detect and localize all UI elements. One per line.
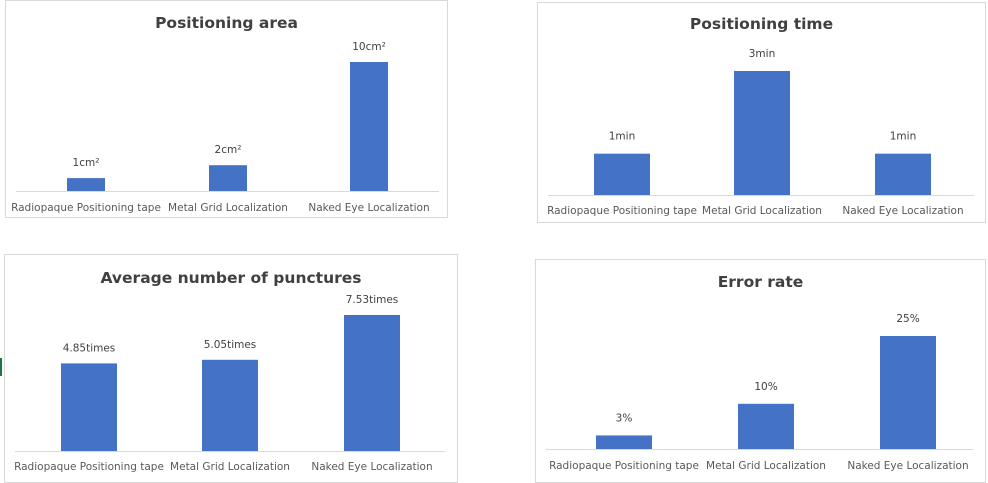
bar — [596, 435, 652, 449]
category-label: Naked Eye Localization — [311, 461, 432, 473]
bar — [880, 336, 936, 449]
bar — [875, 153, 931, 195]
category-label: Metal Grid Localization — [168, 202, 288, 214]
data-label: 1cm² — [73, 157, 100, 169]
data-label: 3% — [616, 412, 633, 424]
chart-panel-error-rate: Error rate 3% Radiopaque Positioning tape 1… — [535, 259, 986, 483]
chart-panel-positioning-area: Positioning area 1cm² Radiopaque Positioni… — [5, 0, 448, 218]
bar — [209, 165, 247, 191]
selection-edge-marker — [0, 358, 2, 376]
data-label: 3min — [749, 48, 775, 60]
data-label: 7.53times — [346, 294, 399, 306]
data-label: 4.85times — [63, 342, 116, 354]
category-label: Radiopaque Positioning tape — [549, 460, 699, 472]
category-label: Naked Eye Localization — [308, 202, 429, 214]
chart-svg: Average number of punctures 4.85times Radi… — [14, 269, 445, 473]
bar — [67, 178, 105, 191]
bar — [61, 363, 117, 451]
category-label: Metal Grid Localization — [170, 461, 290, 473]
data-label: 1min — [609, 131, 635, 143]
data-label: 25% — [896, 313, 919, 325]
chart-svg: Positioning time 1min Radiopaque Positioni… — [547, 15, 974, 217]
chart-title: Positioning area — [155, 14, 298, 32]
bar — [594, 153, 650, 195]
category-label: Radiopaque Positioning tape — [14, 461, 164, 473]
category-label: Naked Eye Localization — [847, 460, 968, 472]
data-label: 1min — [890, 131, 916, 143]
category-label: Radiopaque Positioning tape — [547, 205, 697, 217]
chart-title: Positioning time — [690, 15, 833, 33]
chart-svg: Positioning area 1cm² Radiopaque Positioni… — [11, 14, 439, 214]
bar — [202, 359, 258, 451]
category-label: Metal Grid Localization — [706, 460, 826, 472]
data-label: 2cm² — [215, 144, 242, 156]
chart-panel-positioning-time: Positioning time 1min Radiopaque Positioni… — [537, 2, 986, 223]
bar — [344, 315, 400, 451]
bar — [738, 403, 794, 449]
chart-title: Average number of punctures — [100, 269, 361, 287]
chart-svg: Error rate 3% Radiopaque Positioning tape 1… — [546, 273, 973, 472]
data-label: 10cm² — [352, 41, 386, 53]
category-label: Naked Eye Localization — [842, 205, 963, 217]
data-label: 5.05times — [204, 339, 257, 351]
category-label: Metal Grid Localization — [702, 205, 822, 217]
data-label: 10% — [754, 381, 777, 393]
chart-title: Error rate — [718, 273, 804, 291]
bar — [734, 71, 790, 195]
chart-panel-average-punctures: Average number of punctures 4.85times Radi… — [4, 254, 458, 483]
category-label: Radiopaque Positioning tape — [11, 202, 161, 214]
bar — [350, 62, 388, 191]
